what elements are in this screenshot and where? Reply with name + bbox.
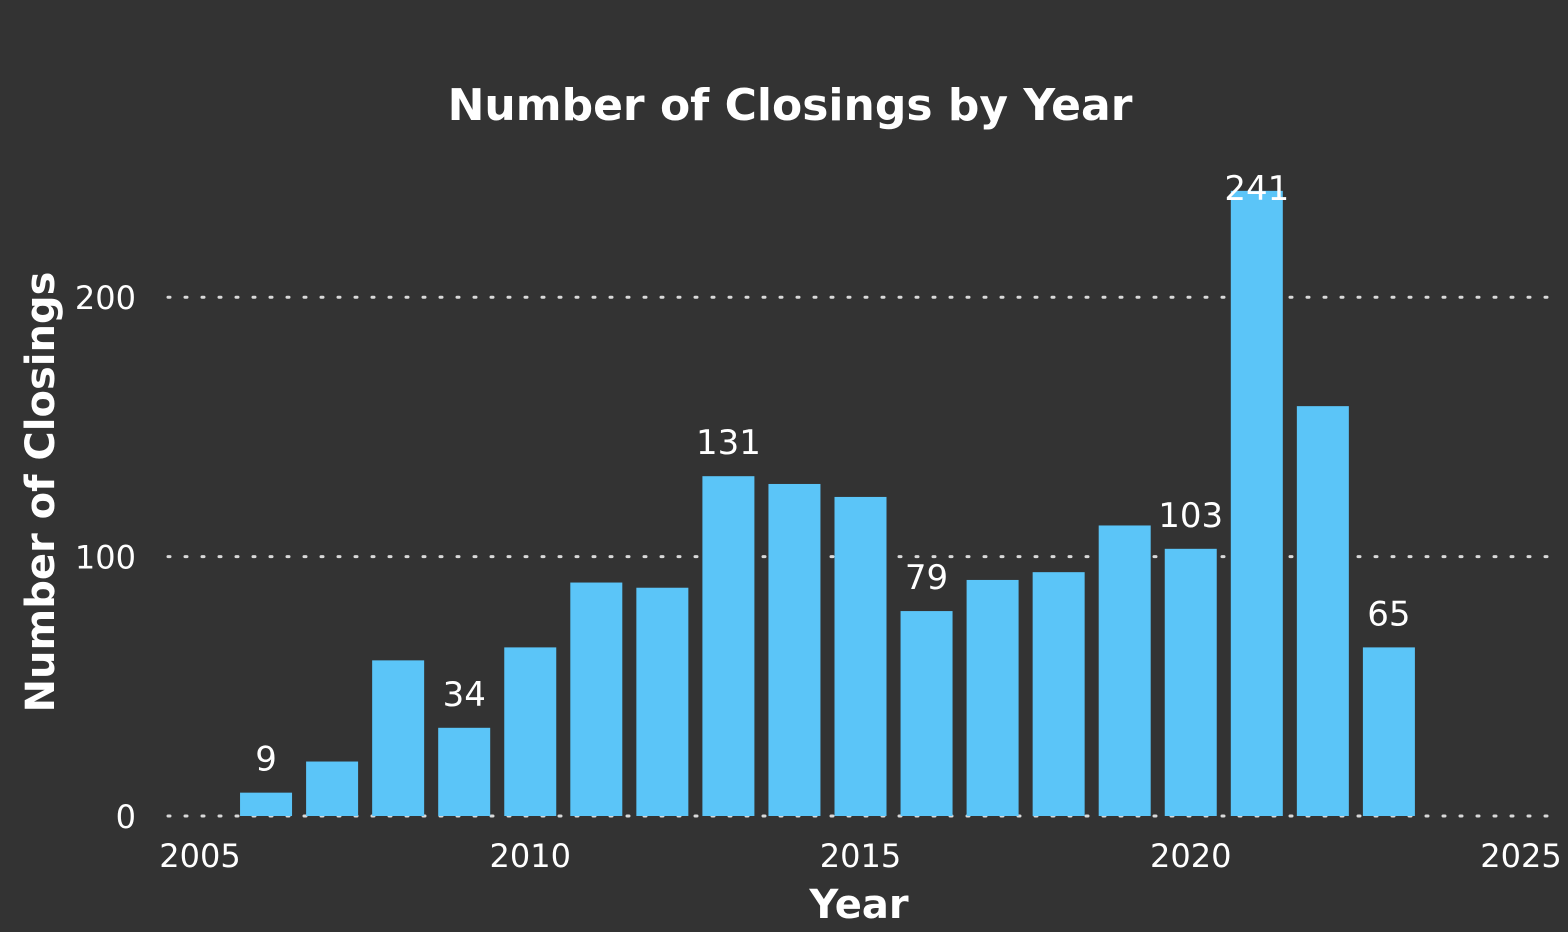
- bar-2006: [240, 792, 293, 816]
- data-label-2009: 34: [443, 675, 486, 715]
- data-label-2023: 65: [1367, 594, 1410, 634]
- data-label-2021: 241: [1224, 169, 1289, 209]
- bar-2017: [966, 579, 1019, 816]
- bar-2018: [1032, 572, 1085, 816]
- x-axis-title: Year: [808, 882, 908, 928]
- y-tick-label: 200: [75, 279, 136, 317]
- y-axis-ticks: 0 100 200: [75, 279, 136, 836]
- bar-2009: [438, 727, 491, 816]
- bars: [240, 190, 1415, 816]
- data-label-2013: 131: [696, 423, 761, 463]
- y-tick-label: 100: [75, 539, 136, 577]
- bar-2020: [1164, 548, 1217, 816]
- bar-2022: [1296, 406, 1349, 816]
- y-axis-title: Number of Closings: [18, 272, 64, 713]
- x-tick-label: 2005: [159, 837, 240, 875]
- bar-2010: [504, 647, 557, 816]
- bar-2011: [570, 582, 623, 816]
- data-label-2006: 9: [255, 740, 277, 780]
- bar-2023: [1362, 647, 1415, 816]
- data-labels: 9 34 131 79 103 241 65: [255, 169, 1410, 780]
- x-tick-label: 2010: [490, 837, 571, 875]
- x-tick-label: 2015: [820, 837, 901, 875]
- chart-title: Number of Closings by Year: [448, 80, 1133, 131]
- bar-2013: [702, 476, 755, 816]
- bar-2014: [768, 483, 821, 816]
- bar-2015: [834, 496, 887, 816]
- bar-2016: [900, 611, 953, 816]
- y-tick-label: 0: [116, 798, 136, 836]
- data-label-2016: 79: [905, 558, 948, 598]
- x-tick-label: 2025: [1480, 837, 1561, 875]
- x-tick-label: 2020: [1150, 837, 1231, 875]
- bar-2007: [306, 761, 359, 816]
- bar-2021: [1230, 190, 1283, 816]
- x-axis-ticks: 2005 2010 2015 2020 2025: [159, 837, 1561, 875]
- data-label-2020: 103: [1158, 496, 1223, 536]
- bar-2012: [636, 587, 689, 816]
- bar-2019: [1098, 525, 1151, 816]
- bar-2008: [372, 660, 425, 816]
